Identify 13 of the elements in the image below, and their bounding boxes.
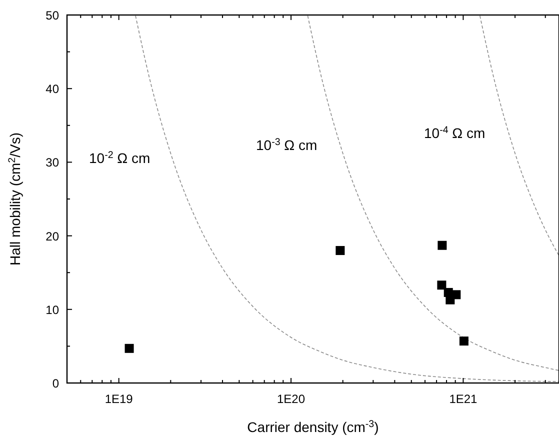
y-tick-label: 20 <box>46 229 60 244</box>
y-tick-label: 0 <box>52 376 60 390</box>
y-tick-label: 40 <box>46 82 60 96</box>
x-tick-label: 1E21 <box>449 392 478 406</box>
y-tick-label: 30 <box>46 156 60 170</box>
annotation: 10$^{-4}$ Ω cm <box>424 124 486 141</box>
y-tick-label: 10 <box>46 302 60 317</box>
x-tick-label: 1E20 <box>277 392 306 406</box>
annotation: 10$^{-2}$ Ω cm <box>89 150 150 166</box>
x-axis-title: Carrier density (cm$^{-3}$) <box>247 418 379 435</box>
annotation: 10$^{-3}$ Ω cm <box>256 136 318 153</box>
x-tick-label: 1E19 <box>104 392 134 406</box>
y-tick-label: 50 <box>46 8 60 22</box>
